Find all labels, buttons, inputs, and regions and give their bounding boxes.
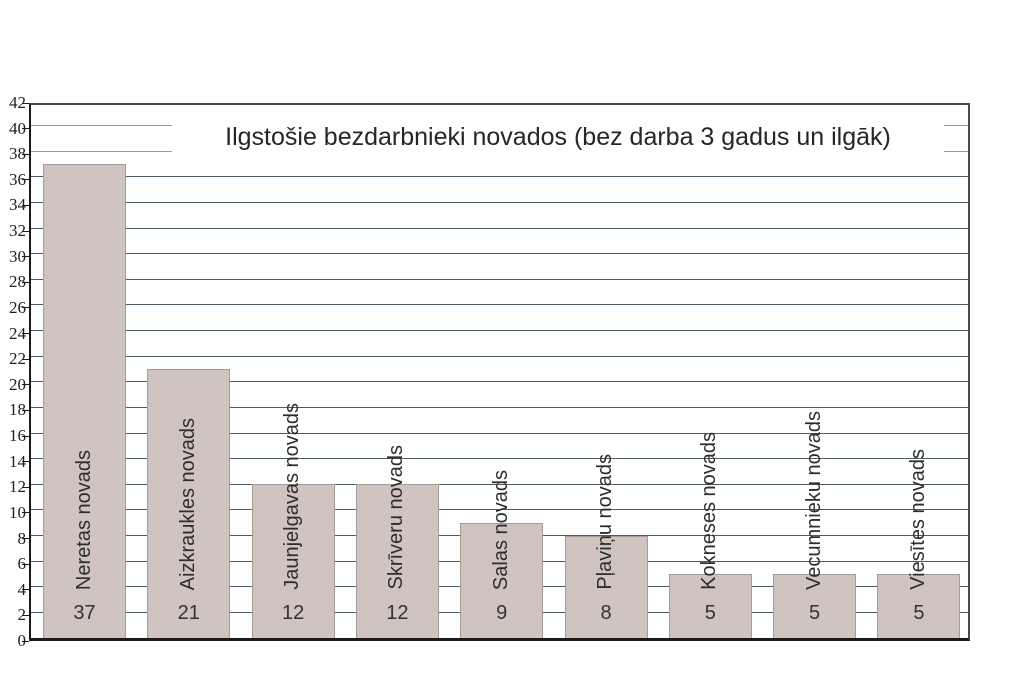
gridline-y-30	[31, 253, 968, 255]
bar-3	[251, 484, 335, 638]
gridline-y-24	[31, 330, 968, 332]
y-tick-label: 6	[17, 554, 27, 574]
y-tick-label: 34	[9, 195, 26, 215]
gridline-y-20	[31, 381, 968, 383]
y-tick	[22, 307, 29, 309]
gridline-y-18	[31, 406, 968, 408]
y-tick	[22, 614, 29, 616]
y-tick	[22, 256, 29, 258]
y-tick	[22, 179, 29, 181]
bar-label: Viesītes novads	[906, 449, 929, 590]
bar-8	[773, 573, 857, 638]
y-tick-label: 12	[9, 477, 26, 497]
gridline-y-12	[31, 483, 968, 485]
bar-6	[564, 535, 648, 638]
y-tick	[22, 435, 29, 437]
bar-4	[355, 484, 439, 638]
bar-1	[43, 164, 126, 638]
gridline-y-28	[31, 278, 968, 280]
gridline-y-34	[31, 201, 968, 203]
gridline-y-16	[31, 432, 968, 434]
y-tick-label: 28	[9, 272, 26, 292]
gridline-y-14	[31, 458, 968, 460]
y-tick-label: 8	[17, 528, 27, 548]
y-tick-label: 4	[17, 579, 27, 599]
bar-label: Skrīveru novads	[385, 445, 408, 590]
y-tick-label: 40	[9, 118, 26, 138]
bar-7	[668, 573, 752, 638]
y-tick	[22, 640, 29, 642]
bar-value-label: 8	[600, 602, 612, 624]
bar-5	[460, 522, 544, 638]
y-tick	[22, 486, 29, 488]
plot-area: Neretas novads 37 Aizkraukles novads 21 Jaun…	[29, 103, 970, 641]
y-tick	[22, 512, 29, 514]
y-tick	[22, 333, 29, 335]
y-tick	[22, 538, 29, 540]
y-tick	[22, 461, 29, 463]
bar-label: Kokneses novads	[698, 432, 721, 590]
y-tick	[22, 281, 29, 283]
bar-value-label: 5	[809, 602, 821, 624]
y-tick-label: 38	[9, 144, 26, 164]
y-tick-label: 36	[9, 169, 26, 189]
y-tick	[22, 204, 29, 206]
bar-label: Jaunjelgavas novads	[281, 403, 304, 590]
chart-title: Ilgstošie bezdarbnieki novados (bez darb…	[172, 118, 944, 157]
bar-label: Neretas novads	[72, 449, 95, 590]
y-tick-label: 26	[9, 297, 26, 317]
y-tick-label: 20	[9, 374, 26, 394]
gridline-y-32	[31, 227, 968, 229]
y-tick	[22, 384, 29, 386]
y-tick	[22, 409, 29, 411]
y-tick-label: 30	[9, 246, 26, 266]
y-tick-label: 22	[9, 349, 26, 369]
y-tick	[22, 358, 29, 360]
bar-2	[147, 369, 231, 638]
bar-label: Pļaviņu novads	[594, 454, 616, 590]
y-tick	[22, 589, 29, 591]
bar-value-label: 5	[704, 602, 716, 624]
y-tick-label: 42	[9, 93, 26, 112]
bar-value-label: 9	[496, 602, 508, 624]
y-tick-label: 14	[9, 451, 26, 471]
y-tick	[22, 230, 29, 232]
bar-label: Vecumnieku novads	[802, 410, 825, 590]
y-tick	[22, 102, 29, 104]
y-tick	[22, 153, 29, 155]
bar-value-label: 21	[177, 602, 200, 624]
gridline-y-22	[31, 355, 968, 357]
bar-label: Aizkraukles novads	[176, 417, 199, 590]
y-tick-label: 0	[17, 631, 27, 650]
y-tick	[22, 128, 29, 130]
bar-value-label: 12	[386, 602, 409, 624]
bar-value-label: 12	[281, 602, 305, 624]
y-tick-label: 24	[9, 323, 26, 343]
bar-value-label: 5	[913, 602, 925, 624]
y-tick-label: 32	[9, 221, 26, 241]
gridline-y-36	[31, 176, 968, 178]
gridline-y-26	[31, 304, 968, 306]
y-tick	[22, 563, 29, 565]
y-tick-label: 18	[9, 400, 26, 420]
y-tick-label: 10	[9, 502, 26, 522]
bar-label: Salas novads	[489, 469, 512, 590]
y-tick-label: 2	[17, 605, 27, 625]
gridline-y-10	[31, 509, 968, 511]
bar-value-label: 37	[73, 602, 96, 624]
bar-9	[877, 573, 961, 638]
y-tick-label: 16	[9, 426, 26, 446]
